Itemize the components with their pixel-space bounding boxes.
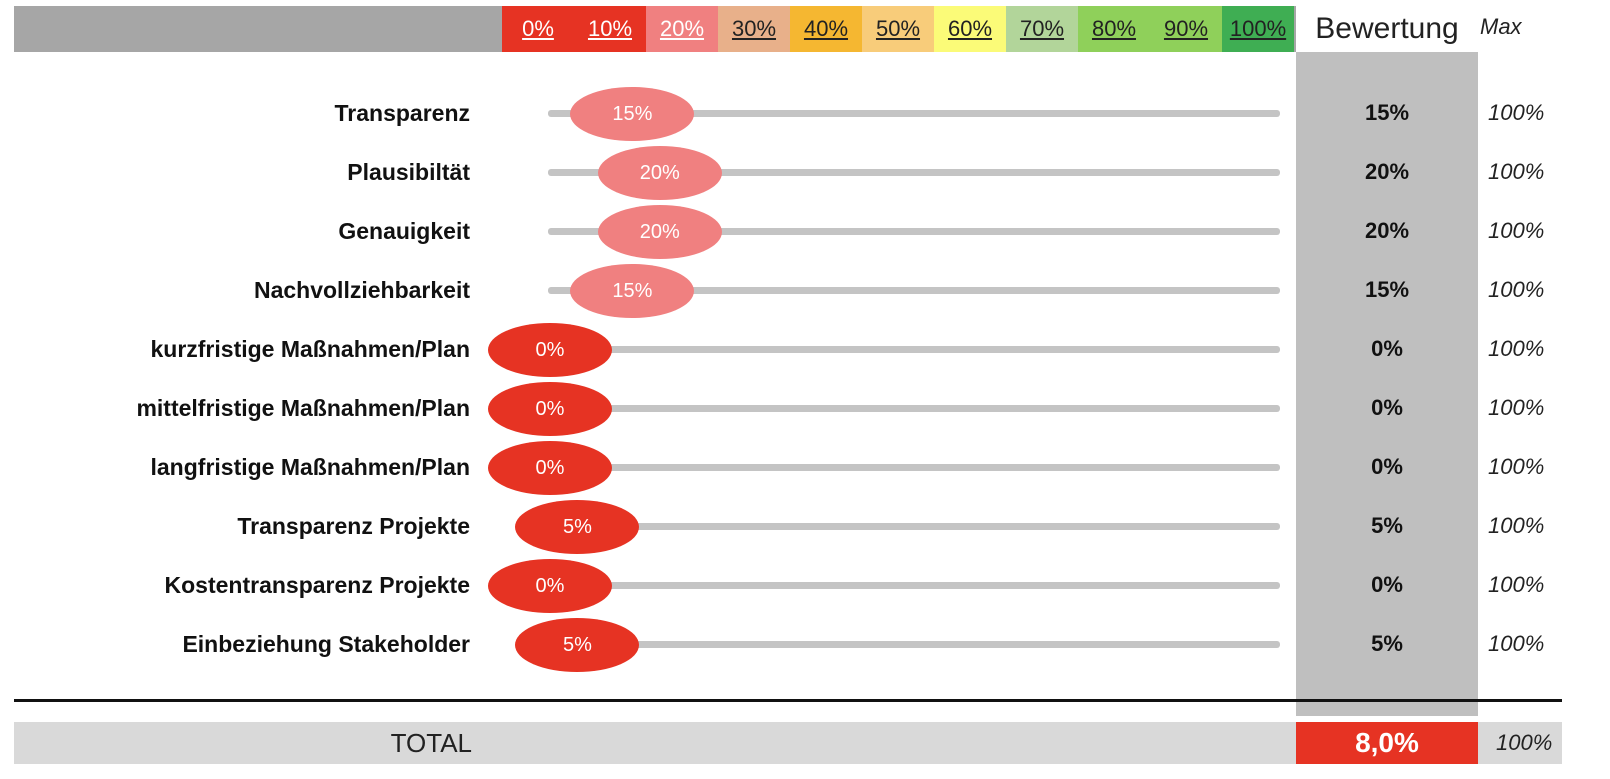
scale-cell-0pct[interactable]: 0% bbox=[502, 6, 574, 52]
criterion-label: langfristige Maßnahmen/Plan bbox=[150, 453, 471, 480]
scale-cell-10pct[interactable]: 10% bbox=[574, 6, 646, 52]
rating-slider-track[interactable]: 0% bbox=[488, 441, 1280, 495]
criterion-max: 100% bbox=[1488, 218, 1545, 243]
scale-cell-40pct[interactable]: 40% bbox=[790, 6, 862, 52]
criterion-label: Kostentransparenz Projekte bbox=[164, 571, 470, 598]
max-header: Max bbox=[1480, 14, 1522, 39]
criterion-row: Plausibiltät 20% 20% 100% bbox=[0, 146, 1610, 200]
criterion-max: 100% bbox=[1488, 572, 1545, 597]
criterion-row: Nachvollziehbarkeit 15% 15% 100% bbox=[0, 264, 1610, 318]
criterion-max: 100% bbox=[1488, 395, 1545, 420]
criterion-max: 100% bbox=[1488, 454, 1545, 479]
total-score: 8,0% bbox=[1296, 722, 1478, 764]
criterion-row: Einbeziehung Stakeholder 5% 5% 100% bbox=[0, 618, 1610, 672]
scale-cell-30pct[interactable]: 30% bbox=[718, 6, 790, 52]
criterion-score: 20% bbox=[1364, 159, 1410, 184]
rating-slider-knob[interactable]: 5% bbox=[515, 618, 640, 672]
scale-cell-80pct[interactable]: 80% bbox=[1078, 6, 1150, 52]
criterion-score: 5% bbox=[1371, 513, 1403, 538]
total-divider bbox=[14, 699, 1562, 702]
criterion-row: Genauigkeit 20% 20% 100% bbox=[0, 205, 1610, 259]
criterion-max: 100% bbox=[1488, 513, 1545, 538]
bewertung-header: Bewertung bbox=[1315, 12, 1459, 45]
criterion-score: 15% bbox=[1364, 277, 1410, 302]
rating-slider-track[interactable]: 20% bbox=[548, 205, 1280, 259]
criterion-row: Transparenz 15% 15% 100% bbox=[0, 87, 1610, 141]
scale-cell-20pct[interactable]: 20% bbox=[646, 6, 718, 52]
criterion-score: 20% bbox=[1364, 218, 1410, 243]
criterion-max: 100% bbox=[1488, 100, 1545, 125]
total-bar bbox=[14, 722, 1296, 764]
scale-cell-90pct[interactable]: 90% bbox=[1150, 6, 1222, 52]
scale-cell-100pct[interactable]: 100% bbox=[1222, 6, 1294, 52]
rating-slider-knob[interactable]: 0% bbox=[488, 441, 612, 495]
criterion-max: 100% bbox=[1488, 336, 1545, 361]
rating-slider-knob[interactable]: 0% bbox=[488, 382, 612, 436]
scale-cell-60pct[interactable]: 60% bbox=[934, 6, 1006, 52]
criterion-row: Transparenz Projekte 5% 5% 100% bbox=[0, 500, 1610, 554]
criterion-label: Genauigkeit bbox=[338, 217, 470, 244]
rating-slider-knob[interactable]: 0% bbox=[488, 559, 612, 613]
criterion-max: 100% bbox=[1488, 631, 1545, 656]
scale-cell-50pct[interactable]: 50% bbox=[862, 6, 934, 52]
criterion-score: 0% bbox=[1371, 395, 1403, 420]
rating-slider-track[interactable]: 5% bbox=[515, 618, 1280, 672]
rating-slider-track[interactable]: 0% bbox=[488, 323, 1280, 377]
criterion-score: 0% bbox=[1371, 572, 1403, 597]
rating-slider-track[interactable]: 0% bbox=[488, 559, 1280, 613]
criterion-label: Transparenz bbox=[334, 99, 471, 126]
criterion-label: Plausibiltät bbox=[347, 158, 470, 185]
rating-slider-track[interactable]: 15% bbox=[548, 87, 1280, 141]
rating-slider-track[interactable]: 0% bbox=[488, 382, 1280, 436]
criterion-row: Kostentransparenz Projekte 0% 0% 100% bbox=[0, 559, 1610, 613]
criterion-row: kurzfristige Maßnahmen/Plan 0% 0% 100% bbox=[0, 323, 1610, 377]
rating-slider-knob[interactable]: 0% bbox=[488, 323, 612, 377]
total-max: 100% bbox=[1496, 730, 1553, 755]
rating-slider-knob[interactable]: 20% bbox=[597, 205, 722, 259]
criterion-row: mittelfristige Maßnahmen/Plan 0% 0% 100% bbox=[0, 382, 1610, 436]
criterion-row: langfristige Maßnahmen/Plan 0% 0% 100% bbox=[0, 441, 1610, 495]
bewertung-column bbox=[1296, 52, 1478, 716]
rating-slider-track[interactable]: 5% bbox=[515, 500, 1280, 554]
scale-cell-70pct[interactable]: 70% bbox=[1006, 6, 1078, 52]
criterion-score: 5% bbox=[1371, 631, 1403, 656]
criterion-score: 0% bbox=[1371, 336, 1403, 361]
rating-slider-track[interactable]: 15% bbox=[548, 264, 1280, 318]
criterion-label: Einbeziehung Stakeholder bbox=[182, 630, 470, 657]
rating-slider-knob[interactable]: 15% bbox=[570, 264, 695, 318]
total-label: TOTAL bbox=[390, 727, 472, 758]
rating-slider-knob[interactable]: 5% bbox=[515, 500, 640, 554]
criterion-score: 0% bbox=[1371, 454, 1403, 479]
criterion-label: mittelfristige Maßnahmen/Plan bbox=[136, 394, 470, 421]
criterion-max: 100% bbox=[1488, 277, 1545, 302]
rating-slider-knob[interactable]: 20% bbox=[597, 146, 722, 200]
criterion-label: Transparenz Projekte bbox=[237, 512, 470, 539]
total-max-background bbox=[1478, 722, 1562, 764]
criterion-max: 100% bbox=[1488, 159, 1545, 184]
rating-slider-knob[interactable]: 15% bbox=[570, 87, 695, 141]
criterion-label: kurzfristige Maßnahmen/Plan bbox=[150, 335, 470, 362]
criterion-label: Nachvollziehbarkeit bbox=[253, 276, 470, 303]
rating-scale: 0% 10% 20% 30% 40% 50% 60% 70% 80% 90% 100% bbox=[502, 6, 1294, 52]
rating-slider-track[interactable]: 20% bbox=[548, 146, 1280, 200]
criterion-score: 15% bbox=[1364, 100, 1410, 125]
